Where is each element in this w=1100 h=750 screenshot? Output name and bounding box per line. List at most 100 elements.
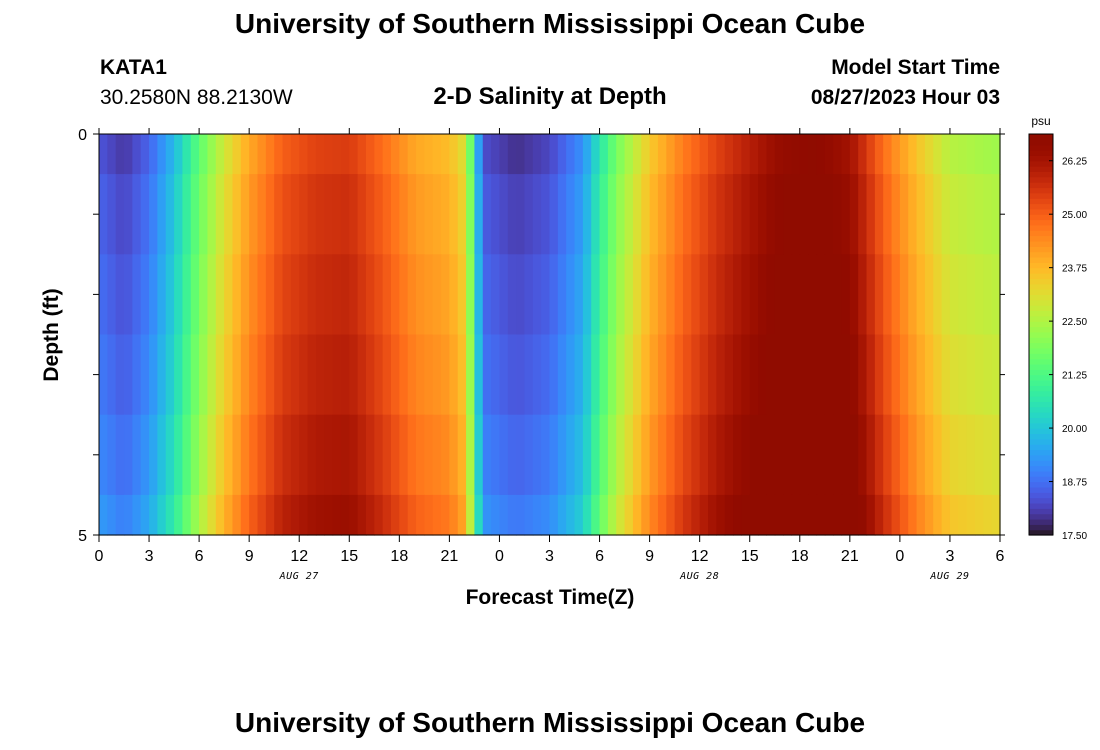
colorbar-step — [1029, 460, 1053, 467]
heatmap-cell — [299, 334, 309, 416]
heatmap-cell — [290, 414, 300, 496]
colorbar-tick-label: 22.50 — [1062, 317, 1087, 328]
heatmap-cell — [307, 334, 317, 416]
heatmap-cell — [265, 254, 275, 336]
heatmap-cell — [307, 134, 317, 175]
heatmap-cell — [315, 134, 325, 175]
heatmap-cell — [240, 414, 250, 496]
heatmap-cell — [157, 254, 167, 336]
heatmap-cell — [649, 134, 659, 175]
heatmap-cell — [215, 254, 225, 336]
heatmap-cell — [632, 334, 642, 416]
heatmap-cell — [390, 334, 400, 416]
heatmap-cell — [716, 334, 726, 416]
heatmap-cell — [107, 414, 117, 496]
heatmap-cell — [708, 254, 717, 336]
x-tick-label: 21 — [841, 548, 859, 565]
heatmap-cell — [557, 494, 567, 536]
heatmap-cell — [315, 494, 325, 536]
heatmap-cell — [249, 134, 259, 175]
colorbar-step — [1029, 476, 1053, 483]
heatmap-cell — [682, 134, 692, 175]
heatmap-cell — [716, 254, 726, 336]
heatmap-cell — [774, 174, 784, 255]
heatmap-cell — [340, 254, 350, 336]
heatmap-cell — [507, 134, 517, 175]
heatmap-cell — [624, 334, 634, 416]
heatmap-cell — [616, 414, 626, 496]
heatmap-cell — [649, 414, 659, 496]
heatmap-cell — [482, 254, 492, 336]
colorbar-step — [1029, 198, 1053, 205]
x-tick-label: 6 — [195, 548, 204, 565]
colorbar: 17.50 18.75 20.00 21.25 22.50 23.75 25.00 26.25… — [1028, 114, 1087, 542]
heatmap-cell — [766, 414, 776, 496]
heatmap-cell — [799, 174, 809, 255]
heatmap-cell — [207, 254, 217, 336]
colorbar-step — [1029, 529, 1053, 536]
heatmap-cell — [499, 174, 509, 255]
heatmap-cell — [507, 174, 517, 255]
colorbar-step — [1029, 502, 1053, 509]
heatmap-cell — [115, 334, 125, 416]
heatmap-cell — [257, 134, 267, 175]
colorbar-step — [1029, 481, 1053, 488]
heatmap-cell — [365, 494, 375, 536]
heatmap-cell — [240, 334, 250, 416]
heatmap-cell — [374, 254, 384, 336]
heatmap-cell — [482, 174, 492, 255]
heatmap-cell — [941, 494, 951, 536]
x-tick-label: 15 — [741, 548, 759, 565]
heatmap-cell — [557, 134, 567, 175]
heatmap-cell — [632, 254, 642, 336]
colorbar-step — [1029, 486, 1053, 493]
heatmap-cell — [357, 334, 367, 416]
heatmap-cell — [816, 334, 826, 416]
colorbar-step — [1029, 395, 1053, 402]
heatmap-cell — [708, 134, 717, 175]
heatmap-cell — [758, 334, 767, 416]
heatmap-cell — [290, 254, 300, 336]
heatmap-cell — [557, 334, 567, 416]
heatmap-cell — [365, 414, 375, 496]
heatmap-cell — [774, 134, 784, 175]
heatmap-cell — [899, 414, 909, 496]
heatmap-cell — [165, 414, 175, 496]
heatmap-cell — [566, 254, 576, 336]
heatmap-cell — [816, 494, 826, 536]
heatmap-cell — [749, 134, 759, 175]
heatmap-cell — [741, 174, 751, 255]
heatmap-cell — [174, 414, 184, 496]
heatmap-cell — [474, 334, 484, 416]
colorbar-step — [1029, 294, 1053, 301]
heatmap-cell — [724, 174, 734, 255]
heatmap-cell — [641, 334, 651, 416]
heatmap-cell — [507, 414, 517, 496]
heatmap-cell — [365, 174, 375, 255]
heatmap-cell — [274, 334, 284, 416]
heatmap-cell — [432, 174, 442, 255]
heatmap-cell — [265, 334, 275, 416]
heatmap-cell — [541, 334, 551, 416]
heatmap-cell — [182, 174, 192, 255]
colorbar-step — [1029, 369, 1053, 376]
colorbar-step — [1029, 187, 1053, 194]
heatmap-cell — [190, 174, 200, 255]
heatmap-cell — [616, 174, 626, 255]
heatmap-cell — [941, 254, 951, 336]
heatmap-cell — [424, 134, 434, 175]
colorbar-step — [1029, 192, 1053, 199]
heatmap-cell — [591, 334, 601, 416]
heatmap-cell — [908, 414, 918, 496]
heatmap-cell — [215, 414, 225, 496]
heatmap-cell — [215, 174, 225, 255]
colorbar-step — [1029, 385, 1053, 392]
heatmap-cell — [190, 334, 200, 416]
heatmap-cell — [466, 494, 476, 536]
heatmap-cell — [824, 134, 834, 175]
heatmap-cell — [808, 254, 818, 336]
heatmap-cell — [149, 174, 158, 255]
heatmap-cell — [416, 174, 425, 255]
colorbar-step — [1029, 283, 1053, 290]
heatmap-cell — [933, 334, 943, 416]
